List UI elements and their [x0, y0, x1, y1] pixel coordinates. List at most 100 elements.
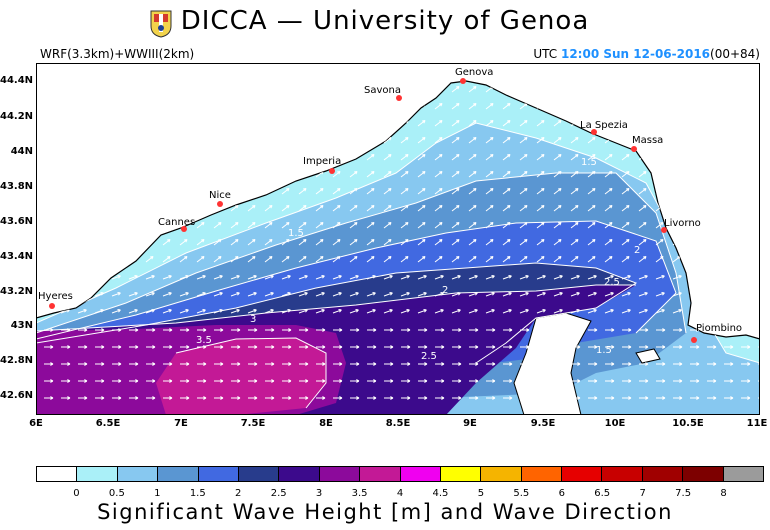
city-label-la-spezia: La Spezia: [580, 120, 628, 131]
wave-arrow: [570, 238, 579, 246]
wave-arrow: [468, 119, 477, 127]
wave-arrow: [231, 396, 241, 400]
wave-arrow: [247, 274, 257, 280]
wave-arrow: [451, 238, 460, 246]
wave-arrow: [553, 119, 562, 127]
wave-arrow: [44, 362, 54, 366]
wave-arrow: [61, 396, 71, 400]
wave-arrow: [111, 274, 121, 280]
wave-arrow: [400, 255, 409, 263]
wave-arrow: [536, 255, 545, 263]
wave-arrow: [247, 221, 256, 229]
wave-arrow: [673, 362, 683, 366]
wave-arrow: [503, 379, 513, 383]
wave-arrow: [451, 119, 460, 127]
wave-arrow: [469, 379, 479, 383]
wave-arrow: [298, 187, 307, 195]
wave-arrow: [44, 379, 54, 383]
map-frame: [36, 63, 760, 415]
wave-arrow: [61, 345, 71, 349]
wave-arrow: [281, 187, 290, 195]
y-tick-label: 42.8N: [0, 355, 34, 366]
wave-arrow: [383, 238, 392, 246]
wave-arrow: [383, 187, 392, 195]
wave-arrow: [502, 153, 511, 161]
city-marker: [460, 78, 466, 84]
wave-arrow: [384, 345, 394, 349]
contour-label: 3.5: [196, 335, 212, 346]
legend-tick-label: 6.5: [594, 488, 611, 499]
wave-arrow: [366, 153, 375, 161]
wave-arrow: [282, 379, 292, 383]
wave-arrow: [468, 170, 477, 178]
wave-arrow: [604, 274, 614, 280]
wave-arrow: [350, 396, 360, 400]
wave-arrow: [622, 345, 632, 349]
wave-arrow: [230, 291, 240, 297]
wave-arrow: [485, 187, 494, 195]
wave-arrow: [213, 274, 223, 280]
wave-arrow: [587, 291, 597, 297]
wave-arrow: [434, 204, 443, 212]
contour-label: 1: [396, 117, 402, 128]
wave-arrow: [571, 328, 581, 332]
city-label-cannes: Cannes: [158, 217, 195, 228]
wave-arrow: [196, 274, 206, 280]
wave-arrow: [656, 379, 666, 383]
wave-arrow: [349, 308, 359, 314]
wave-arrow: [485, 102, 494, 110]
wave-arrow: [163, 362, 173, 366]
wave-arrow: [231, 345, 241, 349]
wave-arrow: [485, 204, 494, 212]
wave-arrow: [366, 187, 375, 195]
wave-arrow: [400, 221, 409, 229]
x-tick-label: 7.5E: [240, 418, 266, 429]
wave-arrow: [570, 255, 579, 263]
wave-arrow: [604, 187, 613, 195]
wave-arrow: [197, 396, 207, 400]
wave-arrow: [299, 345, 309, 349]
legend-swatch: [683, 467, 724, 481]
wave-arrow: [554, 379, 564, 383]
wave-arrow: [418, 345, 428, 349]
wave-arrow: [621, 255, 630, 263]
wave-arrow: [418, 328, 428, 332]
wave-arrow: [468, 102, 477, 110]
wave-arrow: [519, 255, 528, 263]
wave-arrow: [587, 187, 596, 195]
wave-arrow: [502, 170, 511, 178]
wave-arrow: [333, 328, 343, 332]
wave-arrow: [622, 328, 632, 332]
wave-arrow: [265, 379, 275, 383]
wave-arrow: [316, 396, 326, 400]
wave-arrow: [570, 136, 579, 144]
wave-arrow: [604, 204, 613, 212]
wave-arrow: [622, 362, 632, 366]
wave-arrow: [44, 345, 54, 349]
wave-arrow: [724, 396, 734, 400]
wave-arrow: [366, 308, 376, 314]
wave-arrow: [553, 308, 563, 314]
legend-swatch: [37, 467, 78, 481]
wave-arrow: [264, 291, 274, 297]
legend-tick-label: 0: [73, 488, 80, 499]
wave-arrow: [298, 204, 307, 212]
wave-arrow: [485, 238, 494, 246]
wave-arrow: [587, 308, 597, 314]
legend-tick-label: 1.5: [189, 488, 206, 499]
wave-arrow: [639, 396, 649, 400]
wave-arrow: [519, 187, 528, 195]
wave-arrow: [451, 102, 460, 110]
utc-label: UTC: [533, 47, 558, 61]
wave-arrow: [417, 170, 426, 178]
elba-land: [635, 348, 661, 364]
wave-height-map: 1 1.5 1.5 1.5 2 2 2.5 2.5 3 3.5 Genova S…: [36, 63, 760, 415]
wave-arrow: [536, 238, 545, 246]
wave-arrow: [468, 136, 477, 144]
city-marker: [631, 146, 637, 152]
wave-arrow: [366, 221, 375, 229]
city-label-piombino: Piombino: [696, 323, 742, 334]
y-tick-label: 44N: [10, 146, 33, 157]
y-tick-label: 44.4N: [0, 75, 34, 86]
wave-arrow: [384, 328, 394, 332]
